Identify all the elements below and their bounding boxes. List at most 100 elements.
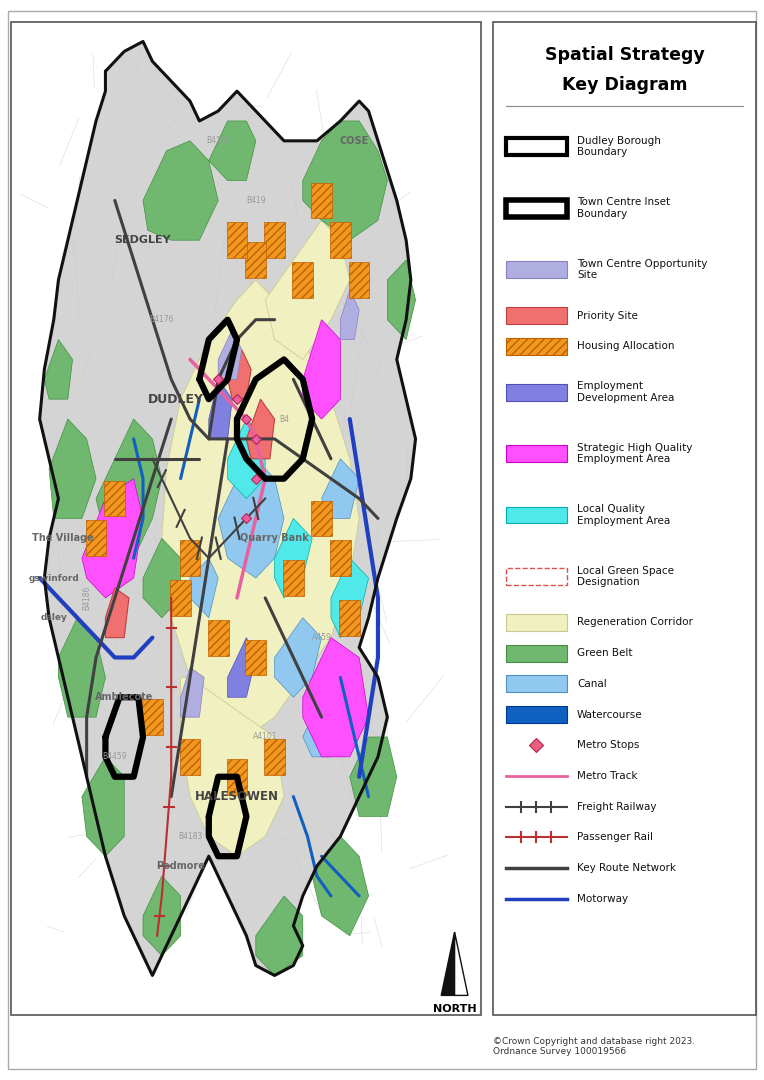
Text: Dudley Borough
Boundary: Dudley Borough Boundary — [577, 136, 661, 158]
Text: Motorway: Motorway — [577, 894, 628, 904]
Bar — [506, 445, 567, 462]
Text: A4101: A4101 — [253, 732, 277, 742]
Polygon shape — [190, 558, 219, 618]
Text: dsley: dsley — [40, 613, 67, 622]
Text: NORTH: NORTH — [432, 1004, 477, 1014]
Polygon shape — [311, 183, 332, 218]
Polygon shape — [331, 558, 368, 637]
Polygon shape — [180, 667, 204, 717]
Text: Strategic High Quality
Employment Area: Strategic High Quality Employment Area — [577, 443, 692, 464]
Polygon shape — [303, 698, 341, 757]
Text: Local Quality
Employment Area: Local Quality Employment Area — [577, 504, 670, 526]
Text: B4183: B4183 — [178, 832, 202, 841]
Text: Regeneration Corridor: Regeneration Corridor — [577, 618, 693, 627]
Polygon shape — [245, 242, 266, 278]
Text: Watercourse: Watercourse — [577, 710, 643, 719]
Text: Housing Allocation: Housing Allocation — [577, 341, 675, 351]
Text: Amblecote: Amblecote — [95, 692, 154, 702]
Text: B4163: B4163 — [206, 136, 231, 146]
Bar — [506, 383, 567, 401]
Text: Freight Railway: Freight Railway — [577, 801, 656, 812]
Text: B4: B4 — [279, 415, 289, 423]
Polygon shape — [59, 618, 105, 717]
Text: HALESOWEN: HALESOWEN — [195, 791, 279, 804]
Polygon shape — [209, 379, 232, 438]
Polygon shape — [228, 419, 265, 499]
Text: A459: A459 — [312, 633, 332, 643]
Polygon shape — [350, 737, 397, 816]
Polygon shape — [96, 419, 162, 558]
Polygon shape — [264, 739, 285, 774]
Text: Green Belt: Green Belt — [577, 648, 633, 658]
Polygon shape — [256, 896, 303, 975]
Text: Metro Track: Metro Track — [577, 771, 638, 781]
Text: The Village: The Village — [32, 534, 94, 543]
Polygon shape — [312, 836, 368, 935]
Polygon shape — [227, 222, 248, 258]
Polygon shape — [105, 481, 125, 516]
Polygon shape — [245, 639, 266, 675]
Text: Town Centre Opportunity
Site: Town Centre Opportunity Site — [577, 259, 707, 281]
Polygon shape — [49, 419, 96, 518]
Polygon shape — [143, 538, 180, 618]
Polygon shape — [264, 222, 285, 258]
Text: B4176: B4176 — [150, 315, 174, 324]
Polygon shape — [143, 140, 219, 240]
Text: B4186: B4186 — [83, 585, 91, 610]
Text: B419: B419 — [246, 195, 266, 205]
Polygon shape — [170, 580, 191, 616]
Polygon shape — [274, 518, 312, 598]
Polygon shape — [219, 459, 284, 578]
Polygon shape — [455, 932, 468, 996]
Polygon shape — [219, 329, 241, 379]
Text: DUDLEY: DUDLEY — [148, 393, 204, 406]
Bar — [506, 706, 567, 723]
Bar — [506, 675, 567, 692]
Text: SEDGLEY: SEDGLEY — [115, 235, 171, 245]
Bar — [506, 138, 567, 156]
Polygon shape — [265, 220, 350, 360]
Polygon shape — [283, 561, 304, 596]
Polygon shape — [142, 699, 163, 735]
Bar — [506, 261, 567, 278]
Polygon shape — [322, 459, 359, 518]
Polygon shape — [387, 260, 416, 339]
Text: Priority Site: Priority Site — [577, 311, 638, 321]
Polygon shape — [303, 121, 387, 240]
Polygon shape — [339, 599, 360, 636]
Polygon shape — [180, 540, 200, 576]
Text: Pedmore: Pedmore — [156, 861, 205, 872]
Polygon shape — [162, 280, 359, 737]
Text: gswinford: gswinford — [28, 573, 79, 582]
Bar — [506, 615, 567, 631]
Bar — [506, 507, 567, 524]
Text: ©Crown Copyright and database right 2023.
Ordnance Survey 100019566: ©Crown Copyright and database right 2023… — [493, 1037, 695, 1056]
Text: Local Green Space
Designation: Local Green Space Designation — [577, 566, 674, 588]
Bar — [506, 307, 567, 324]
Polygon shape — [311, 500, 332, 537]
Polygon shape — [247, 400, 274, 459]
Text: Passenger Rail: Passenger Rail — [577, 833, 653, 842]
Text: Metro Stops: Metro Stops — [577, 740, 639, 751]
Polygon shape — [303, 320, 341, 419]
Text: B4459: B4459 — [102, 753, 127, 761]
Polygon shape — [228, 350, 251, 400]
Text: Canal: Canal — [577, 679, 607, 689]
Polygon shape — [105, 588, 129, 637]
Polygon shape — [330, 222, 351, 258]
Polygon shape — [227, 759, 248, 795]
Polygon shape — [40, 41, 416, 975]
Polygon shape — [86, 521, 106, 556]
Text: COSE: COSE — [340, 136, 369, 146]
Polygon shape — [44, 339, 73, 400]
Text: Spatial Strategy: Spatial Strategy — [545, 46, 704, 65]
Polygon shape — [349, 262, 370, 298]
Text: Key Diagram: Key Diagram — [562, 77, 688, 94]
Polygon shape — [303, 637, 368, 757]
Polygon shape — [180, 739, 200, 774]
Bar — [506, 338, 567, 354]
Text: Quarry Bank: Quarry Bank — [240, 534, 309, 543]
Bar — [506, 568, 567, 585]
Polygon shape — [330, 540, 351, 576]
Text: Employment
Development Area: Employment Development Area — [577, 381, 675, 403]
